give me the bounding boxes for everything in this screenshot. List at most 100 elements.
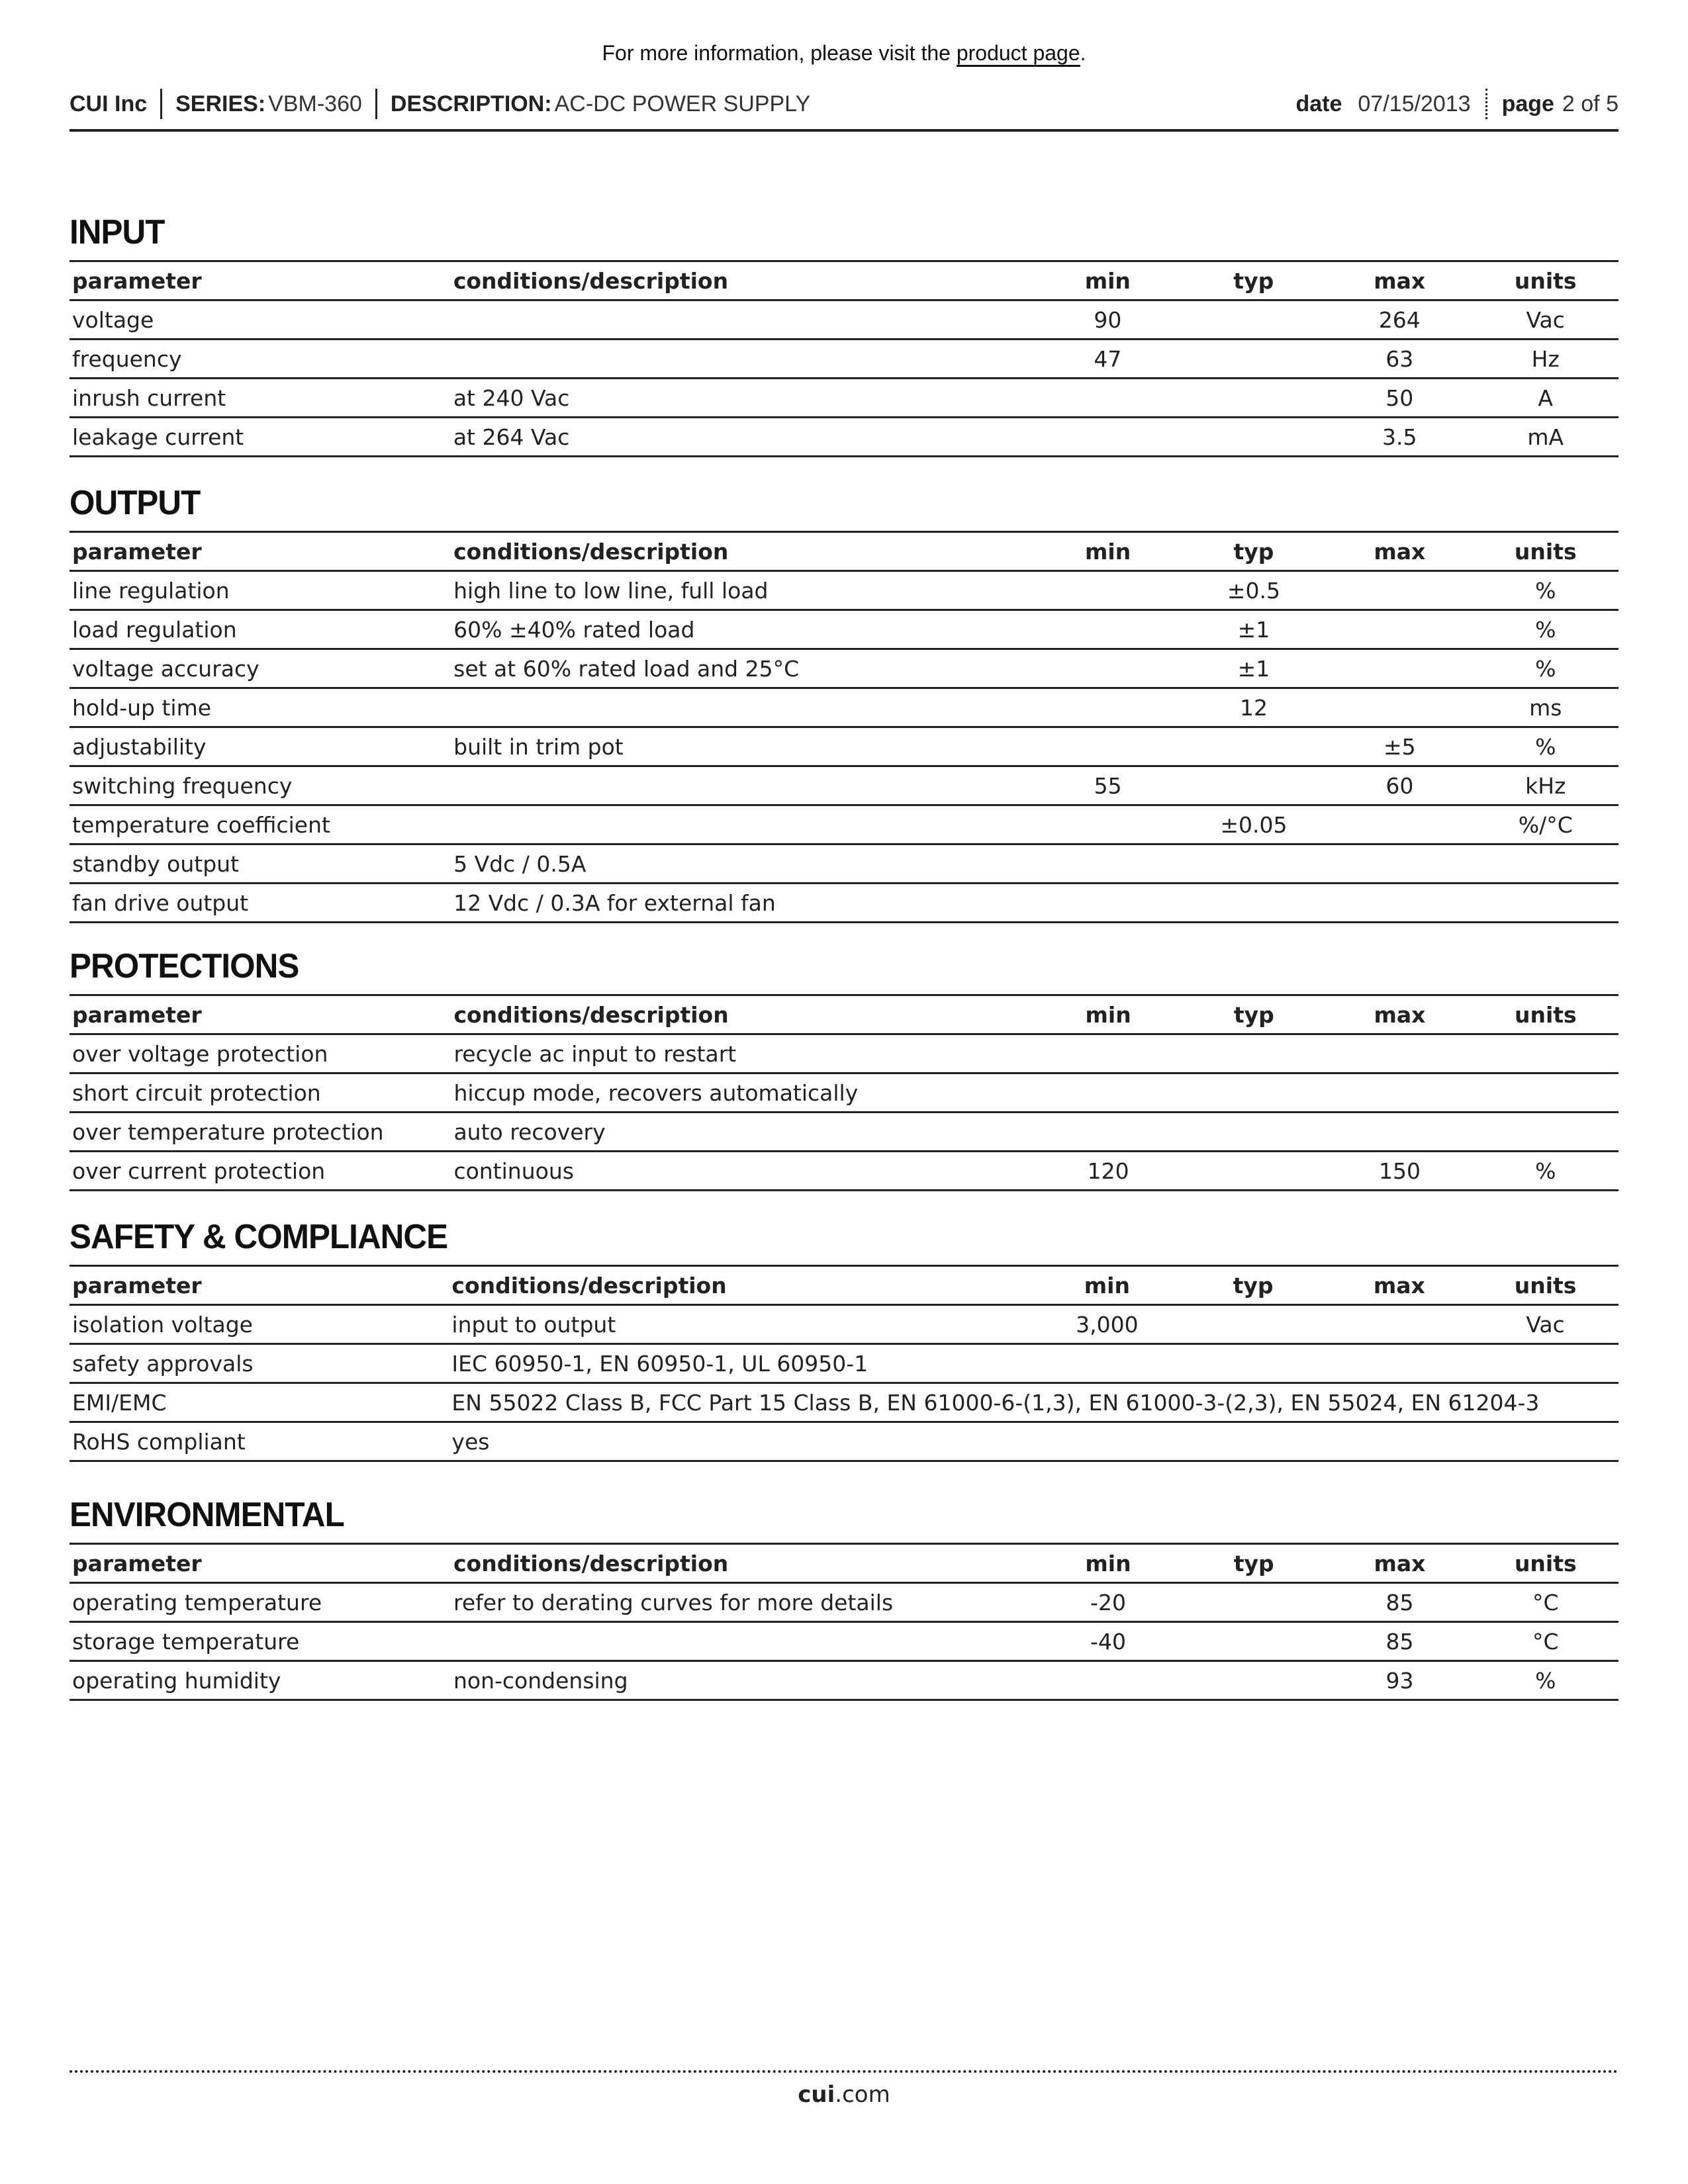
product-page-link[interactable]: product page [956, 41, 1080, 67]
top-note: For more information, please visit the p… [0, 41, 1688, 67]
column-header: typ [1181, 995, 1327, 1035]
cell: 93 [1327, 1661, 1473, 1701]
cell: 50 [1326, 378, 1473, 418]
cell: input to output [451, 1304, 1034, 1345]
cell: EN 55022 Class B, FCC Part 15 Class B, E… [451, 1383, 1618, 1423]
cell [1472, 1073, 1618, 1113]
cell: ±0.5 [1180, 570, 1327, 611]
cell: set at 60% rated load and 25°C [453, 649, 1035, 689]
cell: % [1472, 649, 1618, 689]
cell: % [1472, 727, 1618, 767]
cell [1181, 1112, 1327, 1152]
column-header: parameter [70, 531, 454, 572]
divider [160, 89, 163, 119]
column-header: conditions/description [453, 261, 1035, 301]
cell [1033, 1422, 1180, 1462]
column-header: max [1326, 1265, 1473, 1306]
column-header: typ [1180, 261, 1327, 301]
cell [1035, 570, 1181, 611]
cell: % [1472, 1151, 1618, 1191]
column-header: parameter [70, 261, 453, 301]
cell [1180, 766, 1327, 806]
column-header: min [1035, 1543, 1182, 1584]
column-header: parameter [70, 1543, 453, 1584]
column-header: min [1033, 1265, 1180, 1306]
cell [1035, 844, 1181, 884]
cell: high line to low line, full load [453, 570, 1035, 611]
column-header: min [1035, 995, 1182, 1035]
cell: 85 [1327, 1621, 1473, 1662]
cell: 63 [1326, 339, 1473, 379]
column-header: units [1472, 1543, 1618, 1584]
column-header: conditions/description [453, 1543, 1035, 1584]
series-label: SERIES: [175, 91, 266, 116]
cell [1472, 844, 1618, 884]
cell [1327, 844, 1473, 884]
spec-table: parameter conditions/description min typ max… [70, 531, 1618, 923]
cell: -40 [1035, 1621, 1182, 1662]
cell: frequency [70, 339, 453, 379]
cell: ±1 [1180, 649, 1327, 689]
cell: ±5 [1327, 727, 1473, 767]
table-header-row: parameter conditions/description min typ max… [70, 1265, 1618, 1306]
cell: mA [1472, 417, 1618, 457]
cell [1180, 727, 1327, 767]
table-row: operating temperature refer to derating c… [70, 1582, 1618, 1623]
cell [1181, 1034, 1327, 1074]
section-environmental: ENVIRONMENTAL parameter conditions/descrip… [70, 1496, 1618, 1701]
footer-rule [70, 2070, 1618, 2073]
cell: voltage [70, 300, 453, 340]
table-row: hold-up time 12 ms [70, 688, 1618, 728]
table-row: storage temperature -40 85 °C [70, 1621, 1618, 1662]
column-header: parameter [70, 1265, 452, 1306]
cell [1180, 883, 1327, 923]
table-row: adjustability built in trim pot ±5% [70, 727, 1618, 767]
cell: EMI/EMC [70, 1383, 452, 1423]
cell [1472, 1343, 1618, 1384]
spec-table: parameter conditions/description min typ max… [70, 994, 1618, 1191]
cell [1326, 1304, 1473, 1345]
table-row: standby output 5 Vdc / 0.5A [70, 844, 1618, 884]
divider [375, 89, 377, 119]
table-row: voltage accuracy set at 60% rated load an… [70, 649, 1618, 689]
cell [1181, 1582, 1327, 1623]
cell [1472, 883, 1618, 923]
cell [453, 339, 1035, 379]
cell: standby output [70, 844, 454, 884]
date-value: 07/15/2013 [1358, 91, 1471, 116]
cell: Vac [1472, 1304, 1618, 1345]
table-row: inrush current at 240 Vac 50 A [70, 378, 1618, 418]
cell: yes [451, 1422, 1034, 1462]
section-title: PROTECTIONS [70, 947, 299, 985]
cell: 3,000 [1033, 1304, 1180, 1345]
cell: isolation voltage [70, 1304, 452, 1345]
column-header: parameter [70, 995, 454, 1035]
cell: storage temperature [70, 1621, 453, 1662]
cell: %/°C [1472, 805, 1618, 845]
table-row: line regulation high line to low line, fu… [70, 570, 1618, 611]
cell [1327, 1112, 1473, 1152]
top-note-suffix: . [1080, 41, 1086, 65]
cell [1327, 570, 1473, 611]
cell: kHz [1472, 766, 1618, 806]
cell: load regulation [70, 610, 454, 650]
table-row: over temperature protection auto recovery [70, 1112, 1618, 1152]
cell [1181, 1073, 1327, 1113]
column-header: conditions/description [451, 1265, 1034, 1306]
column-header: conditions/description [453, 531, 1035, 572]
cell: at 264 Vac [453, 417, 1035, 457]
spec-table: parameter conditions/description min typ max… [70, 260, 1618, 457]
cell: % [1472, 610, 1618, 650]
table-row: RoHS compliant yes [70, 1422, 1618, 1462]
cell [453, 688, 1035, 728]
column-header: units [1472, 995, 1618, 1035]
cell [1180, 300, 1327, 340]
column-header: typ [1181, 1543, 1327, 1584]
cell: non-condensing [453, 1661, 1035, 1701]
cell [1180, 417, 1327, 457]
section-input: INPUT parameter conditions/description min t… [70, 213, 1618, 457]
cell [1181, 1151, 1327, 1191]
cell: % [1472, 1661, 1618, 1701]
column-header: max [1326, 261, 1473, 301]
cell: RoHS compliant [70, 1422, 452, 1462]
